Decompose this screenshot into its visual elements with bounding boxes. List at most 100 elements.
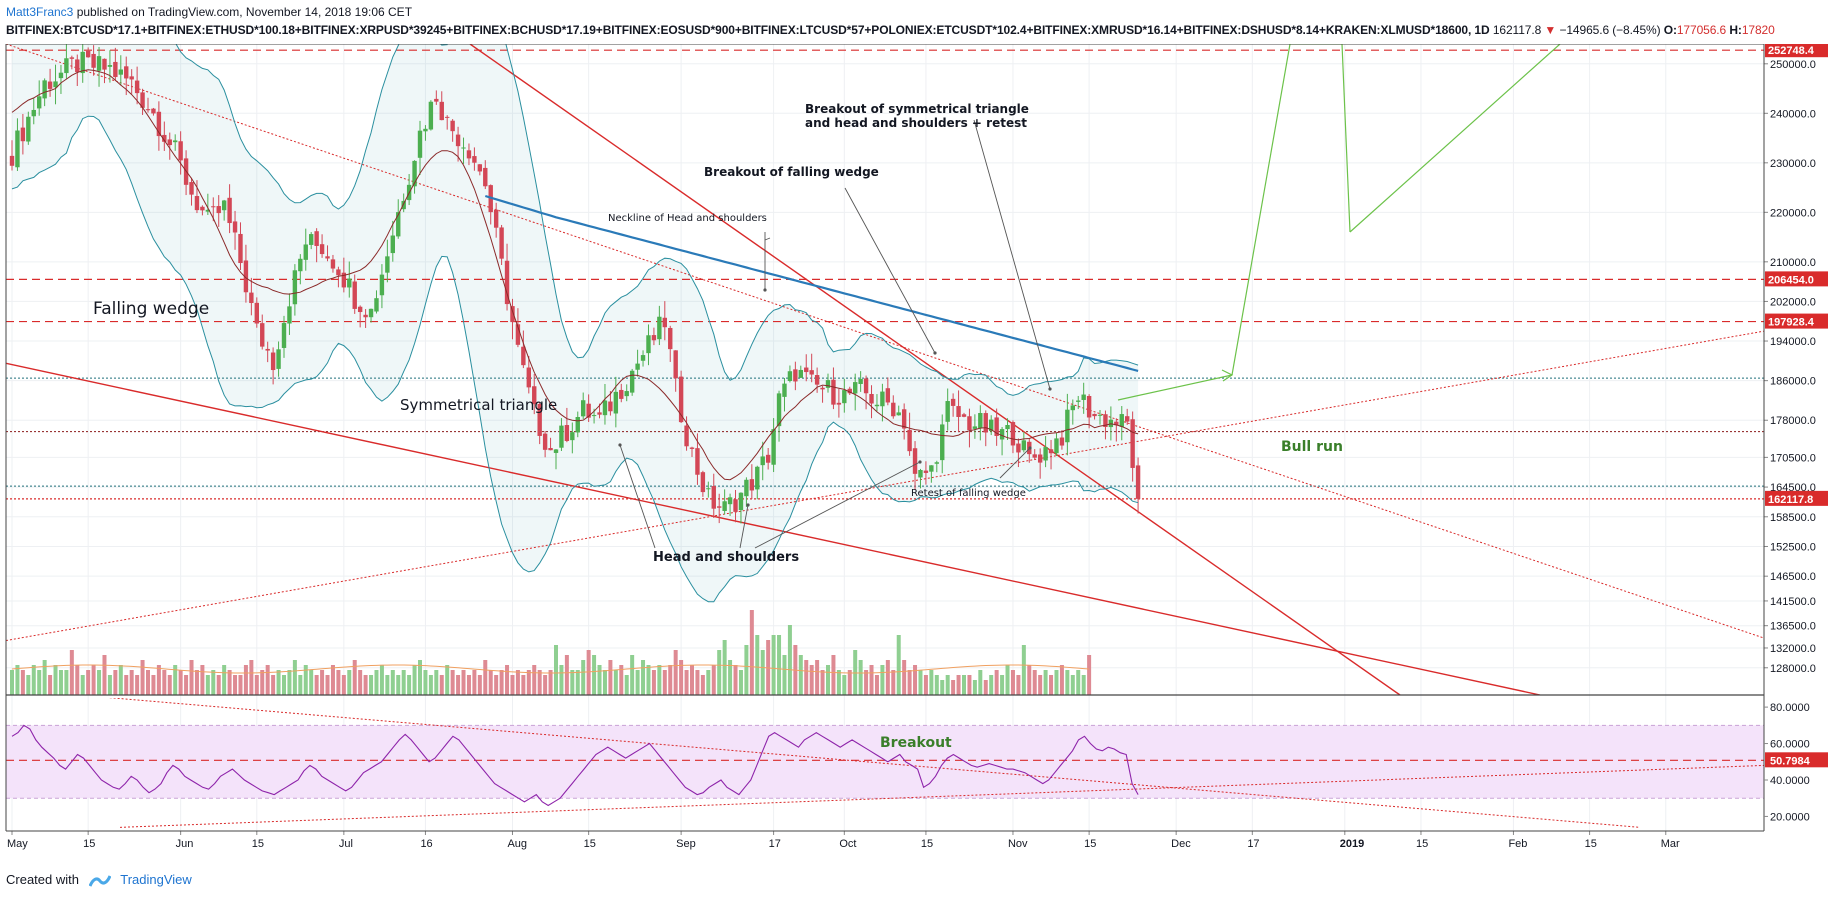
candle-body: [102, 58, 107, 70]
volume-bar: [831, 655, 836, 695]
candle-body: [363, 314, 368, 318]
candle-body: [646, 335, 651, 354]
candle-body: [385, 256, 390, 273]
candle-body: [640, 355, 646, 361]
bollinger-upper-line: [175, 44, 1139, 396]
candle-body: [782, 383, 787, 397]
volume-bar: [896, 635, 901, 695]
arrow-head-icon: [933, 351, 937, 355]
candle-body: [586, 403, 591, 418]
volume-bar: [184, 675, 189, 695]
candle-body: [249, 292, 254, 304]
volume-bar: [254, 675, 259, 695]
candle-body: [570, 432, 575, 441]
arrow-head-icon: [918, 460, 922, 464]
annotation-labels: Falling wedge Symmetrical triangle Breakou…: [93, 102, 1343, 751]
candle-body: [493, 209, 499, 228]
candle-body: [1048, 449, 1054, 454]
volume-bar: [733, 665, 738, 695]
x-tick-label: 17: [1247, 838, 1259, 850]
candle-body: [417, 130, 423, 158]
volume-bar: [641, 660, 646, 695]
y-tick-label: 170500.0: [1770, 452, 1816, 464]
author-link[interactable]: Matt3Franc3: [6, 5, 74, 19]
volume-bar: [836, 670, 841, 695]
candle-body: [357, 306, 363, 313]
volume-bar: [592, 655, 597, 695]
candle-body: [466, 150, 472, 159]
candle-body: [483, 167, 488, 187]
x-tick-label: 16: [420, 838, 432, 850]
volume-bar: [456, 675, 461, 695]
rsi-pane: [6, 698, 1764, 828]
volume-bar: [1049, 675, 1054, 695]
x-tick-label: Jul: [339, 838, 353, 850]
candle-body: [695, 448, 700, 475]
volume-bar: [58, 670, 63, 695]
y-tick-label: 158500.0: [1770, 512, 1816, 524]
candle-body: [434, 98, 439, 102]
volume-bar: [390, 670, 395, 695]
volume-bar: [107, 675, 112, 695]
volume-bar: [483, 660, 488, 695]
volume-bar: [760, 650, 765, 695]
candle-body: [15, 130, 20, 168]
volume-bar: [461, 670, 466, 695]
volume-bar: [194, 670, 199, 695]
y-tick-label: 194000.0: [1770, 336, 1816, 348]
candle-body: [53, 81, 58, 88]
volume-bar: [162, 670, 167, 695]
candle-body: [940, 424, 945, 461]
volume-bar: [1000, 675, 1005, 695]
y-tick-label: 178000.0: [1770, 415, 1816, 427]
candle-body: [26, 116, 31, 142]
volume-bar: [189, 660, 194, 695]
rsi-y-tick-label: 60.0000: [1770, 739, 1810, 751]
y-tick-label: 141500.0: [1770, 596, 1816, 608]
volume-bar: [771, 635, 776, 695]
candle-body: [1130, 419, 1135, 468]
symbol-name[interactable]: BITFINEX:BTCUSD*17.1+BITFINEX:ETHUSD*100…: [6, 23, 1490, 37]
volume-bar: [815, 660, 820, 695]
volume-bar: [749, 610, 754, 695]
candle-body: [787, 371, 793, 381]
candle-body: [412, 160, 417, 187]
volume-bar: [173, 665, 178, 695]
volume-bar: [282, 675, 286, 695]
volume-bar: [309, 670, 314, 695]
candle-body: [749, 479, 755, 491]
candle-body: [798, 369, 803, 378]
candle-body: [281, 323, 287, 348]
volume-bar: [1038, 675, 1043, 695]
candle-body: [276, 349, 281, 369]
annotation-label: Neckline of Head and shoulders: [608, 213, 767, 224]
candle-body: [1135, 465, 1141, 499]
volume-bar: [97, 670, 102, 695]
y-tick-label: 136500.0: [1770, 621, 1816, 633]
candle-body: [635, 363, 640, 370]
tradingview-link[interactable]: TradingView: [120, 872, 192, 887]
volume-bar: [80, 675, 85, 695]
candle-body: [423, 128, 428, 132]
candle-body: [265, 348, 270, 351]
volume-bar: [1059, 665, 1064, 695]
candle-body: [700, 472, 706, 493]
annotation-arrows: [618, 119, 1052, 549]
candle-body: [232, 221, 238, 233]
candle-body: [717, 506, 722, 508]
price-label-box: [1765, 313, 1828, 329]
candle-body: [526, 367, 531, 388]
candle-body: [515, 324, 521, 345]
chart-area[interactable]: Falling wedge Symmetrical triangle Breakou…: [0, 44, 1828, 864]
created-with-label: Created with: [6, 872, 79, 887]
moving-averages: [11, 44, 1139, 603]
volume-bar: [695, 670, 700, 695]
volume-bar: [597, 665, 602, 695]
volume-bar: [918, 670, 923, 695]
candle-body: [804, 367, 809, 373]
x-tick-label: 15: [1416, 838, 1428, 850]
x-tick-label: 15: [921, 838, 933, 850]
candle-body: [47, 81, 53, 89]
x-tick-label: 15: [83, 838, 95, 850]
volume-bar: [200, 665, 205, 695]
